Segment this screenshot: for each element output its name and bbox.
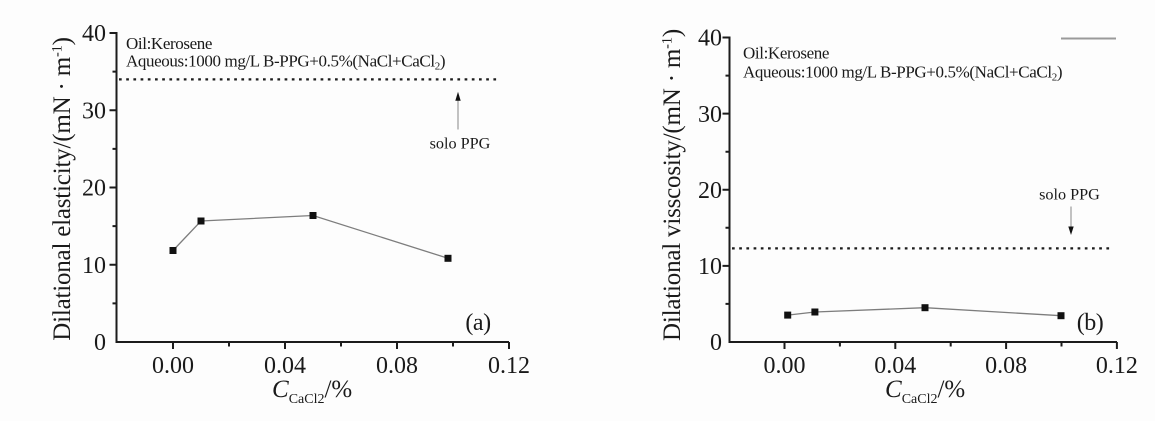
svg-text:CCaCl2/%: CCaCl2/%: [885, 376, 965, 407]
svg-text:0.08: 0.08: [376, 353, 418, 379]
svg-text:Oil:Kerosene: Oil:Kerosene: [126, 34, 212, 53]
svg-text:0.00: 0.00: [764, 353, 806, 379]
svg-text:(b): (b): [1077, 310, 1103, 336]
svg-text:0: 0: [710, 330, 722, 356]
svg-text:40: 40: [82, 21, 106, 47]
svg-text:solo PPG: solo PPG: [1039, 186, 1100, 204]
svg-text:0.12: 0.12: [1096, 353, 1138, 379]
svg-text:40: 40: [698, 26, 722, 52]
svg-text:0: 0: [94, 330, 106, 356]
svg-text:Aqueous:1000 mg/L B-PPG+0.5%(N: Aqueous:1000 mg/L B-PPG+0.5%(NaCl+CaCl2): [743, 62, 1062, 83]
svg-text:0.04: 0.04: [264, 353, 306, 379]
svg-text:20: 20: [82, 176, 106, 202]
svg-text:Oil:Kerosene: Oil:Kerosene: [743, 43, 829, 62]
svg-text:0.12: 0.12: [488, 353, 530, 379]
svg-text:Aqueous:1000 mg/L B-PPG+0.5%(N: Aqueous:1000 mg/L B-PPG+0.5%(NaCl+CaCl2): [126, 51, 445, 72]
svg-text:solo PPG: solo PPG: [430, 135, 491, 153]
svg-text:20: 20: [698, 178, 722, 204]
svg-text:CCaCl2/%: CCaCl2/%: [272, 376, 352, 407]
svg-text:0.08: 0.08: [985, 353, 1027, 379]
svg-text:Dilational visscosity/(mN · m-: Dilational visscosity/(mN · m-1): [659, 29, 686, 341]
svg-text:(a): (a): [465, 310, 490, 336]
svg-text:0.00: 0.00: [152, 353, 194, 379]
svg-text:0.04: 0.04: [874, 353, 916, 379]
svg-text:30: 30: [698, 102, 722, 128]
svg-text:10: 10: [698, 254, 722, 280]
svg-text:10: 10: [82, 253, 106, 279]
svg-text:30: 30: [82, 98, 106, 124]
svg-text:Dilational elasticity/(mN · m-: Dilational elasticity/(mN · m-1): [49, 37, 76, 341]
